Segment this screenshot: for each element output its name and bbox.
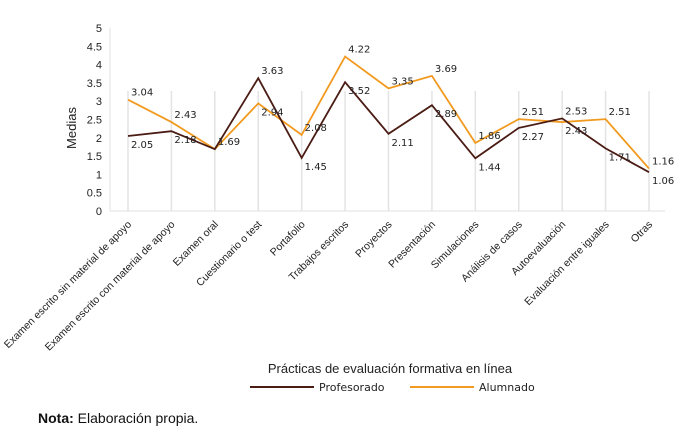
data-label: 1.45 [305, 162, 327, 173]
data-label: 2.18 [174, 135, 196, 146]
x-tick-label: Portafolio [268, 219, 308, 259]
data-label: 1.44 [478, 162, 500, 173]
note: Nota: Elaboración propia. [38, 410, 198, 426]
y-tick-label: 1.5 [87, 151, 102, 163]
data-label: 2.05 [131, 140, 153, 151]
data-label: 2.51 [609, 107, 631, 118]
data-label: 1.16 [652, 157, 674, 168]
y-axis: 0 0.5 1 1.5 2 2.5 3 3.5 4 4.5 5 [87, 23, 111, 218]
x-axis-label: Prácticas de evaluación formativa en lín… [268, 361, 513, 376]
x-tick-label: Proyectos [353, 219, 394, 260]
data-label: 1.71 [609, 152, 631, 163]
series-lines [127, 55, 650, 173]
data-label: 2.11 [392, 138, 414, 149]
data-label: 2.08 [305, 123, 327, 134]
data-label: 1.06 [652, 176, 674, 187]
data-label: 1.69 [218, 137, 240, 148]
data-label: 3.63 [261, 66, 283, 77]
y-tick-label: 0 [96, 206, 102, 218]
legend-label: Profesorado [319, 381, 385, 394]
data-label: 2.43 [565, 126, 587, 137]
y-tick-label: 4 [96, 60, 102, 72]
grid-lines [127, 91, 650, 211]
data-label: 2.94 [261, 107, 283, 118]
note-text: Elaboración propia. [73, 410, 199, 426]
data-label: 3.35 [392, 76, 414, 87]
series-line-profesorado [127, 76, 650, 173]
legend: Profesorado Alumnado [250, 381, 535, 394]
x-tick-label: Evaluación entre iguales [522, 219, 611, 308]
legend-label: Alumnado [479, 381, 535, 394]
y-tick-label: 5 [96, 23, 102, 35]
note-label: Nota: [38, 410, 74, 426]
y-tick-label: 1 [96, 169, 102, 181]
y-tick-label: 3.5 [87, 78, 102, 90]
y-tick-label: 2.5 [87, 115, 102, 127]
data-label: 3.69 [435, 64, 457, 75]
y-tick-label: 3 [96, 96, 102, 108]
data-label: 2.43 [174, 110, 196, 121]
y-tick-label: 0.5 [87, 188, 102, 200]
y-tick-label: 2 [96, 133, 102, 145]
data-label: 2.53 [565, 106, 587, 117]
data-label: 2.51 [522, 107, 544, 118]
data-label: 2.27 [522, 132, 544, 143]
data-label: 1.86 [478, 131, 500, 142]
data-labels: 2.05 2.18 1.69 3.63 1.45 3.52 2.11 2.89 1.44 2.27… [131, 45, 674, 188]
y-tick-label: 4.5 [87, 41, 102, 53]
data-label: 3.04 [131, 88, 153, 99]
data-label: 2.89 [435, 109, 457, 120]
x-tick-label: Otras [628, 219, 655, 246]
x-axis: Examen escrito sin material de apoyoExam… [2, 210, 665, 353]
data-label: 4.22 [348, 45, 370, 56]
y-axis-label: Medias [64, 107, 79, 149]
data-label: 3.52 [348, 86, 370, 97]
